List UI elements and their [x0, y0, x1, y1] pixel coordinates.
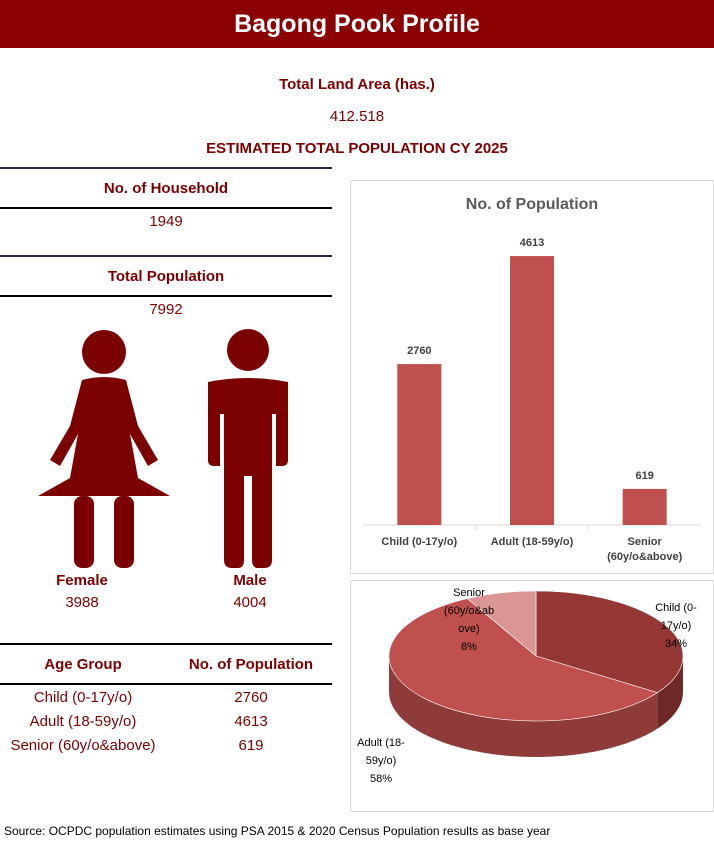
x-tick-label: (60y/o&above) [607, 551, 683, 563]
female-label: Female [56, 572, 108, 589]
pie-label: (60y/o&ab [444, 605, 494, 617]
total-population-label: Total Population [107, 268, 225, 285]
data-label: 4613 [520, 237, 544, 249]
female-value: 3988 [65, 594, 99, 611]
table-cell-population: 2760 [234, 689, 268, 706]
table-cell-age-group: Child (0-17y/o) [33, 689, 133, 706]
divider [0, 295, 332, 297]
total-population-value: 7992 [149, 301, 183, 318]
data-label: 619 [635, 470, 653, 482]
pie-label: 34% [665, 638, 687, 650]
divider [0, 167, 332, 169]
female-figure-icon [38, 330, 170, 568]
pie-slice [535, 590, 684, 693]
bar-chart-panel: No. of Population 2760 Child (0-17y/o) 4613… [350, 180, 714, 574]
divider [0, 643, 332, 645]
table-cell-population: 4613 [234, 713, 268, 730]
pie-label: 8% [461, 641, 477, 653]
table-cell-age-group: Senior (60y/o&above) [10, 737, 156, 754]
pie-chart-panel: Child (0- 17y/o) 34% Adult (18- 59y/o) 58% Sen… [350, 580, 714, 812]
pie-slice [388, 598, 659, 722]
page-title: Bagong Pook Profile [0, 0, 714, 48]
table-header-age-group: Age Group [44, 656, 122, 673]
gender-figures [38, 329, 288, 568]
divider [0, 255, 332, 257]
x-tick-label: Child (0-17y/o) [381, 536, 457, 548]
male-figure-icon [208, 329, 288, 568]
pie-chart: Child (0- 17y/o) 34% Adult (18- 59y/o) 58% Sen… [357, 587, 697, 785]
divider [0, 683, 332, 685]
land-area-label: Total Land Area (has.) [279, 76, 435, 93]
pie-slice-side [657, 656, 683, 729]
bar [510, 256, 554, 525]
bar [397, 364, 442, 525]
table-header-population: No. of Population [188, 656, 314, 673]
bar [622, 488, 667, 525]
male-label: Male [233, 572, 267, 589]
divider [0, 207, 332, 209]
pie-label: 17y/o) [661, 620, 692, 632]
household-value: 1949 [149, 213, 183, 230]
bar-chart: No. of Population 2760 Child (0-17y/o) 4613… [363, 196, 701, 563]
land-area-value: 412.518 [329, 108, 385, 125]
pie-label: 59y/o) [366, 755, 397, 767]
pie-label: ove) [458, 623, 479, 635]
data-label: 2760 [407, 345, 431, 357]
table-cell-age-group: Adult (18-59y/o) [29, 713, 137, 730]
pie-label: Adult (18- [357, 737, 405, 749]
estimate-heading: ESTIMATED TOTAL POPULATION CY 2025 [206, 140, 508, 157]
male-value: 4004 [233, 594, 267, 611]
x-tick-label: Adult (18-59y/o) [491, 536, 574, 548]
household-label: No. of Household [103, 180, 229, 197]
source-note: Source: OCPDC population estimates using… [4, 824, 551, 838]
chart-title: No. of Population [466, 196, 598, 213]
x-tick-label: Senior [628, 536, 663, 548]
pie-label: Child (0- [655, 602, 697, 614]
pie-slice-side [389, 656, 658, 757]
pie-label: 58% [370, 773, 392, 785]
table-cell-population: 619 [238, 737, 264, 754]
pie-slice [466, 590, 537, 657]
pie-label: Senior [453, 587, 485, 599]
